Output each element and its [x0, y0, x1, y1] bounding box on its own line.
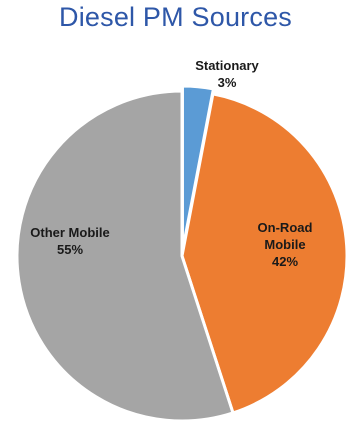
- chart-title: Diesel PM Sources: [59, 2, 292, 32]
- slice-on-road-mobile: [180, 92, 349, 415]
- label-other-mobile: Other Mobile 55%: [30, 225, 109, 257]
- slice-other-mobile: [15, 89, 235, 423]
- slices-layer: [15, 84, 349, 423]
- label-stationary: Stationary 3%: [195, 58, 259, 90]
- labels-layer: Stationary 3% On-Road Mobile 42% Other Mobile…: [30, 58, 312, 269]
- label-on-road-mobile: On-Road Mobile 42%: [258, 220, 313, 269]
